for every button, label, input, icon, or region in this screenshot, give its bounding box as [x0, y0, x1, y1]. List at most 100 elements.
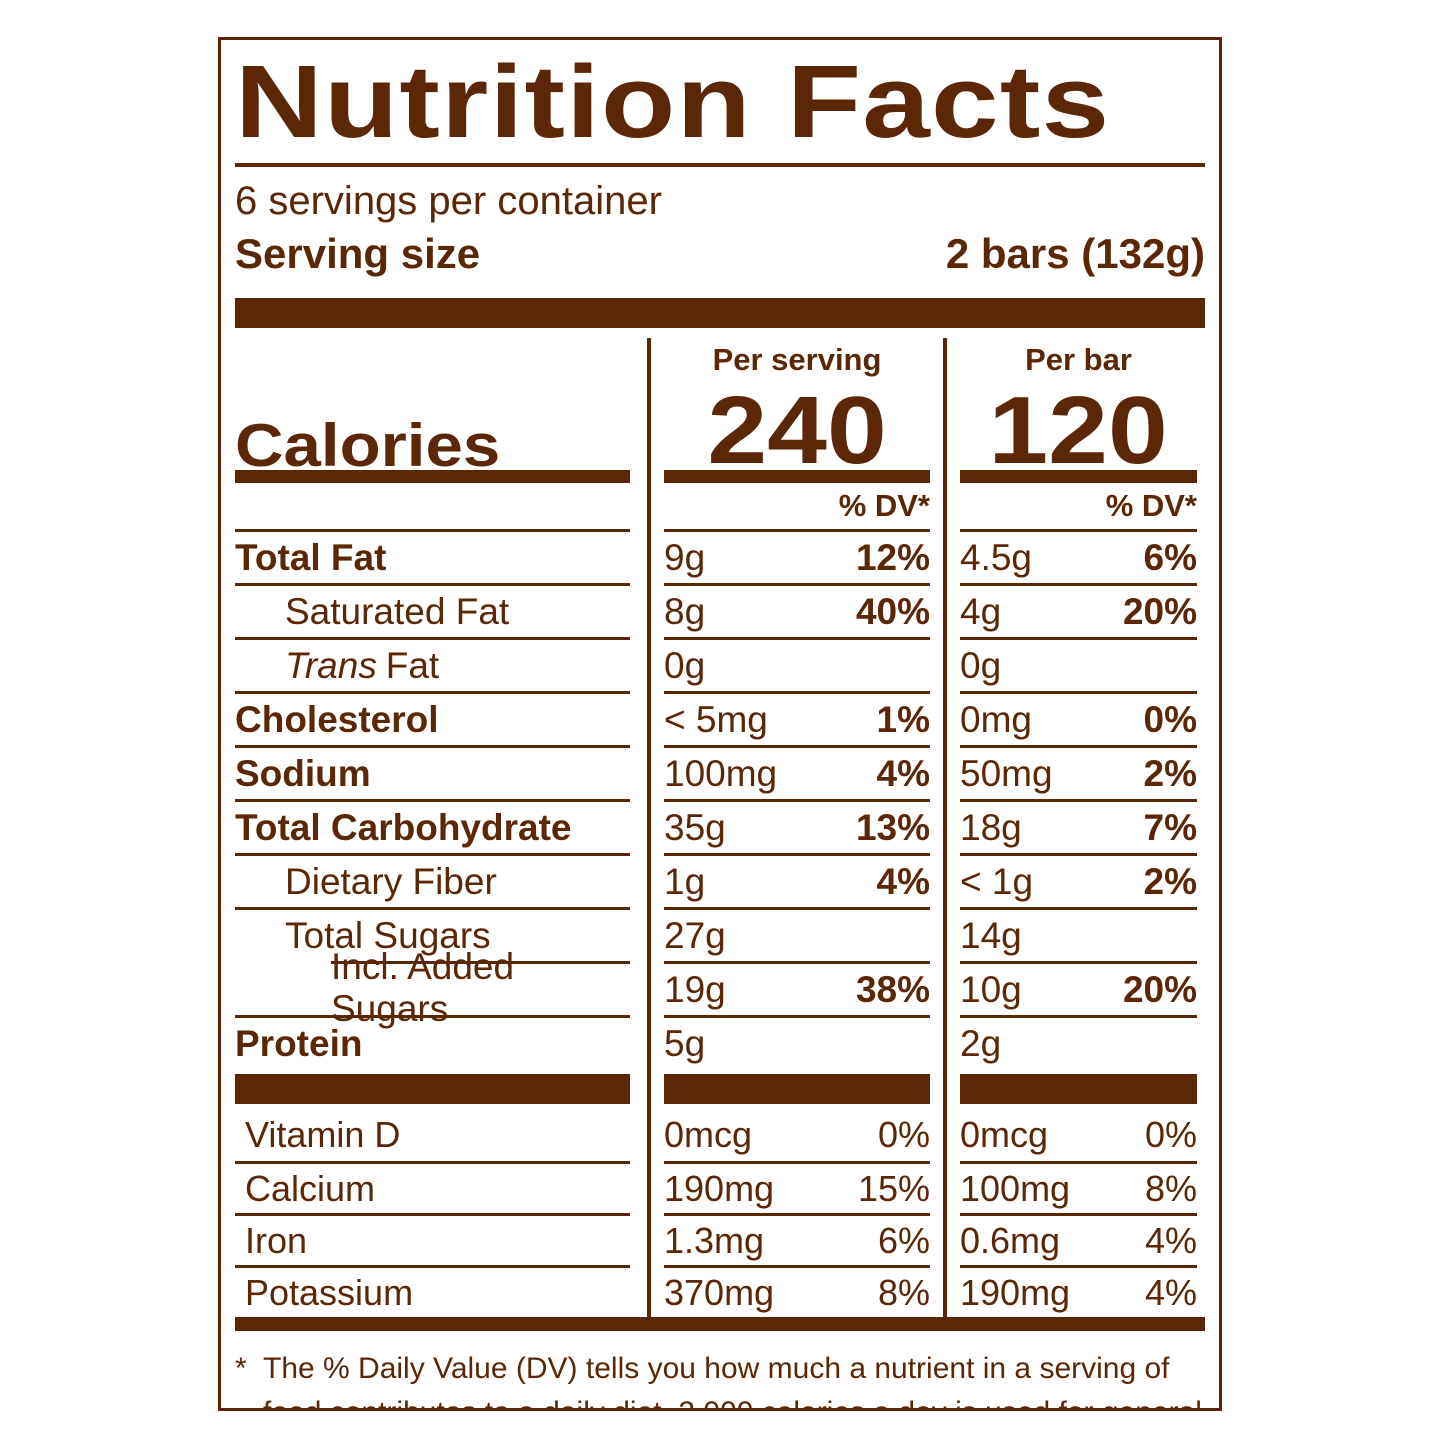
nutrient-name: Incl. Added Sugars [331, 946, 515, 1029]
vitamin-name-row: Potassium [235, 1265, 630, 1317]
nutrient-name-row: Cholesterol [235, 691, 630, 745]
per-serving-row: 35g 13% [664, 799, 930, 853]
serving-size-label: Serving size [235, 230, 481, 277]
vitamin-dv: 0% [877, 1114, 930, 1155]
vitamin-amount: 190mg [664, 1167, 775, 1209]
nutrient-amount: < 5mg [664, 698, 768, 740]
column-nutrient-names: Calories Total Fat Saturated Fat Trans Fa… [235, 338, 647, 1317]
per-serving-row: 8g 40% [664, 583, 930, 637]
nutrient-dv: 12% [855, 536, 930, 578]
nutrient-dv: 1% [876, 698, 930, 740]
nutrient-amount: 100mg [664, 752, 778, 794]
per-bar-row: 0mg 0% [960, 691, 1197, 745]
nutrition-facts-label: Nutrition Facts 6 servings per container… [218, 37, 1222, 1411]
vitamin-name: Potassium [245, 1271, 414, 1313]
nutrient-dv: 38% [855, 968, 930, 1010]
thick-separator-bottom [235, 1317, 1205, 1331]
per-serving-row: 1g 4% [664, 853, 930, 907]
per-bar-vitamin-row: 190mg 4% [960, 1265, 1197, 1317]
per-bar-row: 4.5g 6% [960, 529, 1197, 583]
section-separator-bar [960, 1074, 1197, 1104]
nutrient-amount: 27g [664, 914, 726, 956]
per-serving-row: 27g [664, 907, 930, 961]
nutrient-name-row: Incl. Added Sugars [235, 946, 630, 1029]
nutrient-name: Total Fat [235, 536, 387, 578]
nutrient-name-row: Protein [235, 1015, 630, 1069]
nutrient-dv: 4% [876, 752, 930, 794]
vitamin-amount: 100mg [960, 1167, 1071, 1209]
nutrient-amount: 9g [664, 536, 706, 578]
dv-header: % DV* [1105, 488, 1197, 523]
vitamin-amount: 190mg [960, 1271, 1071, 1313]
vitamin-dv: 4% [1144, 1219, 1197, 1261]
nutrient-name: Total Carbohydrate [235, 806, 572, 848]
nutrient-dv: 20% [1122, 968, 1197, 1010]
nutrient-dv: 4% [876, 860, 930, 902]
nutrient-dv: 20% [1122, 590, 1197, 632]
footnote-text: The % Daily Value (DV) tells you how muc… [263, 1352, 1202, 1408]
nutrient-amount: 5g [664, 1022, 706, 1064]
per-serving-row: < 5mg 1% [664, 691, 930, 745]
nutrient-name-row: Trans Fat [235, 637, 630, 691]
nutrient-dv: 13% [855, 806, 930, 848]
nutrient-name: Saturated Fat [285, 590, 510, 632]
vitamin-name-row: Calcium [235, 1161, 630, 1213]
per-bar-row: 4g 20% [960, 583, 1197, 637]
nutrient-name-row: Total Sugars [235, 907, 630, 961]
vitamin-amount: 0mcg [960, 1114, 1049, 1155]
vitamin-name: Calcium [245, 1167, 376, 1209]
footnote: * The % Daily Value (DV) tells you how m… [235, 1331, 1205, 1408]
nutrient-amount: 4g [960, 590, 1002, 632]
calories-per-serving-value: 240 [707, 377, 887, 485]
serving-size-row: Serving size 2 bars (132g) [235, 226, 1205, 286]
nutrient-dv: 6% [1143, 536, 1197, 578]
title-divider [235, 163, 1205, 167]
nutrient-name-row: Total Carbohydrate [235, 799, 630, 853]
nutrient-amount: 0g [664, 644, 706, 686]
per-serving-vitamin-row: 1.3mg 6% [664, 1213, 930, 1265]
per-bar-row: 18g 7% [960, 799, 1197, 853]
per-serving-row: 5g [664, 1015, 930, 1069]
nutrient-amount: 8g [664, 590, 706, 632]
label-title: Nutrition Facts [235, 44, 1111, 159]
vitamin-amount: 370mg [664, 1271, 775, 1313]
dv-header: % DV* [838, 488, 930, 523]
per-bar-vitamin-row: 100mg 8% [960, 1161, 1197, 1213]
serving-size-value: 2 bars (132g) [945, 230, 1205, 277]
per-bar-header: Per bar [1025, 342, 1132, 377]
nutrient-amount: 1g [664, 860, 706, 902]
nutrient-dv: 2% [1143, 860, 1197, 902]
nutrient-amount: 0mg [960, 698, 1032, 740]
nutrition-table: Calories Total Fat Saturated Fat Trans Fa… [235, 338, 1205, 1317]
section-separator-bar [664, 1074, 930, 1104]
dv-header-spacer [235, 483, 630, 529]
per-bar-vitamin-row: 0mcg 0% [960, 1109, 1197, 1161]
nutrient-name-row: Saturated Fat [235, 583, 630, 637]
vitamin-amount: 1.3mg [664, 1219, 765, 1261]
nutrient-amount: 4.5g [960, 536, 1033, 578]
calories-underbar [960, 470, 1197, 483]
nutrient-amount: < 1g [960, 860, 1034, 902]
column-per-serving: Per serving 240 % DV* 9g 12% 8g 40% 0g < 5… [651, 338, 943, 1317]
per-serving-row: 0g [664, 637, 930, 691]
section-separator-bar [235, 1074, 630, 1104]
vitamin-name: Vitamin D [245, 1114, 401, 1155]
per-serving-vitamin-row: 0mcg 0% [664, 1109, 930, 1161]
per-bar-row: 14g [960, 907, 1197, 961]
nutrient-name: Total Sugars [285, 914, 491, 956]
per-bar-row: 0g [960, 637, 1197, 691]
per-bar-row: 10g 20% [960, 961, 1197, 1015]
nutrient-name: Protein [235, 1022, 363, 1064]
per-serving-vitamin-row: 190mg 15% [664, 1161, 930, 1213]
nutrient-amount: 2g [960, 1022, 1002, 1064]
calories-underbar [664, 470, 930, 483]
calories-underbar [235, 470, 630, 483]
per-serving-row: 100mg 4% [664, 745, 930, 799]
vitamin-dv: 15% [857, 1167, 930, 1209]
nutrient-amount: 50mg [960, 752, 1053, 794]
vitamin-amount: 0.6mg [960, 1219, 1061, 1261]
nutrient-amount: 0g [960, 644, 1002, 686]
per-bar-vitamin-row: 0.6mg 4% [960, 1213, 1197, 1265]
per-serving-vitamin-row: 370mg 8% [664, 1265, 930, 1317]
vitamin-name: Iron [245, 1219, 308, 1261]
